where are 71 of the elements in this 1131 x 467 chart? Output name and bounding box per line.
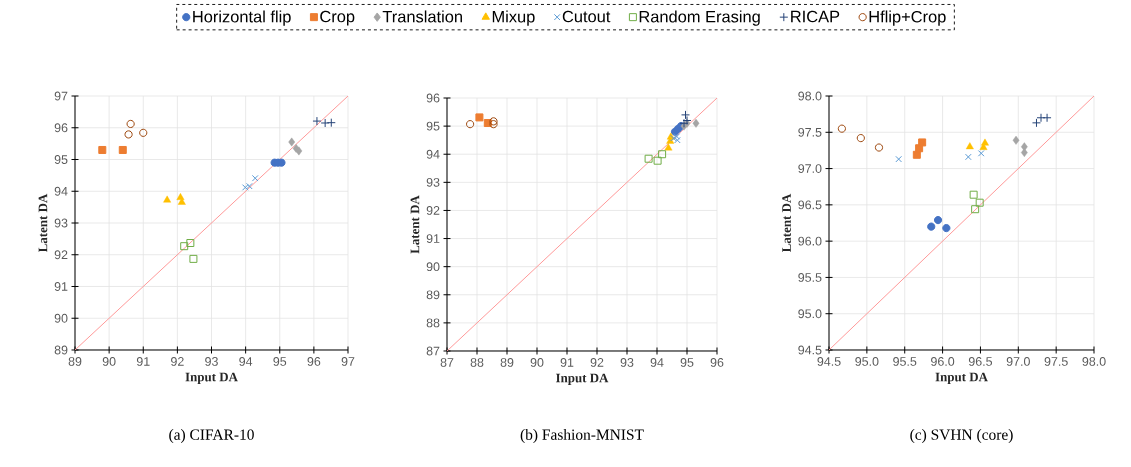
y-tick-label: 95.5 (798, 273, 822, 282)
x-tick-label: 94 (239, 357, 253, 366)
x-tick-label: 88 (470, 358, 484, 367)
y-tick-label: 91 (426, 234, 440, 243)
text: (a) CIFAR-10 (169, 428, 254, 443)
y-tick-label: 97.0 (798, 164, 822, 173)
y-tick-label: 91 (54, 282, 68, 291)
y-tick-label: 96.0 (798, 236, 822, 246)
x-tick-label: 90 (530, 358, 544, 367)
y-tick-label: 95 (54, 155, 68, 164)
y-tick-label: 89 (54, 345, 68, 355)
x-tick-label: 96 (710, 358, 724, 367)
x-axis-title: Input DA (185, 372, 238, 384)
y-tick-label: 96 (54, 123, 68, 133)
x-tick-label: 98.0 (1082, 357, 1106, 366)
y-tick-label: 95 (426, 121, 440, 131)
legend-label: Cutout (562, 10, 611, 23)
x-tick-label: 87 (440, 358, 454, 367)
y-tick-label: 94 (426, 149, 440, 159)
y-tick-label: 97.5 (798, 127, 822, 137)
legend-label: Hflip+Crop (869, 10, 946, 26)
x-tick-label: 97.0 (1006, 357, 1030, 366)
x-tick-label: 93 (205, 357, 218, 366)
x-tick-label: 95.0 (855, 357, 879, 366)
y-tick-label: 95.0 (798, 309, 822, 319)
y-tick-label: 90 (54, 313, 68, 323)
x-tick-label: 94.5 (817, 357, 841, 366)
x-tick-label: 95 (680, 358, 694, 367)
y-tick-label: 94.5 (798, 345, 822, 355)
y-tick-label: 96 (426, 93, 440, 103)
y-tick-label: 88 (426, 318, 440, 328)
y-axis-title: Latent DA (782, 193, 791, 253)
x-axis-title: Input DA (555, 373, 609, 385)
legend-label: Translation (382, 10, 462, 23)
y-tick-label: 97 (54, 91, 68, 101)
y-axis-title: Latent DA (38, 193, 48, 253)
y-tick-label: 92 (54, 250, 68, 260)
legend-label: Mixup (492, 10, 535, 26)
x-tick-label: 91 (560, 358, 574, 367)
y-axis-title: Latent DA (410, 195, 420, 254)
x-tick-label: 91 (136, 357, 150, 366)
y-tick-label: 89 (426, 290, 440, 300)
y-tick-label: 92 (426, 206, 440, 215)
y-tick-label: 94 (54, 186, 68, 196)
text: (b) Fashion-MNIST (520, 428, 644, 443)
y-tick-label: 93 (54, 218, 68, 228)
x-tick-label: 90 (102, 357, 116, 366)
x-tick-label: 89 (68, 357, 82, 366)
legend-label: RICAP (791, 10, 840, 23)
y-tick-label: 96.5 (798, 200, 822, 210)
y-tick-label: 87 (426, 346, 440, 356)
text: (c) SVHN (core) (910, 428, 1013, 443)
legend-label: Random Erasing (639, 10, 760, 26)
x-tick-label: 95 (273, 357, 287, 366)
y-tick-label: 90 (426, 262, 440, 272)
y-tick-label: 98.0 (798, 91, 822, 101)
x-axis-title: Input DA (935, 372, 988, 384)
x-tick-label: 96 (307, 357, 321, 366)
x-tick-label: 96.5 (968, 357, 993, 366)
x-tick-label: 89 (500, 358, 514, 367)
x-tick-label: 92 (171, 357, 184, 366)
x-tick-label: 95.5 (893, 357, 917, 366)
x-tick-label: 92 (590, 358, 604, 367)
legend-label: Horizontal flip (193, 10, 291, 26)
y-tick-label: 93 (426, 177, 440, 187)
x-tick-label: 93 (620, 358, 634, 367)
x-tick-label: 96.0 (931, 357, 955, 366)
legend-label: Crop (320, 10, 355, 26)
x-tick-label: 97 (341, 357, 355, 366)
x-tick-label: 97.5 (1044, 357, 1068, 366)
x-tick-label: 94 (650, 358, 664, 367)
